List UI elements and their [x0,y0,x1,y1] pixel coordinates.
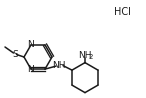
Text: NH: NH [52,61,66,70]
Text: N: N [27,65,34,74]
Text: S: S [12,49,18,59]
Text: HCl: HCl [114,7,130,17]
Text: 2: 2 [88,54,93,60]
Text: NH: NH [78,51,92,60]
Text: N: N [27,40,34,49]
